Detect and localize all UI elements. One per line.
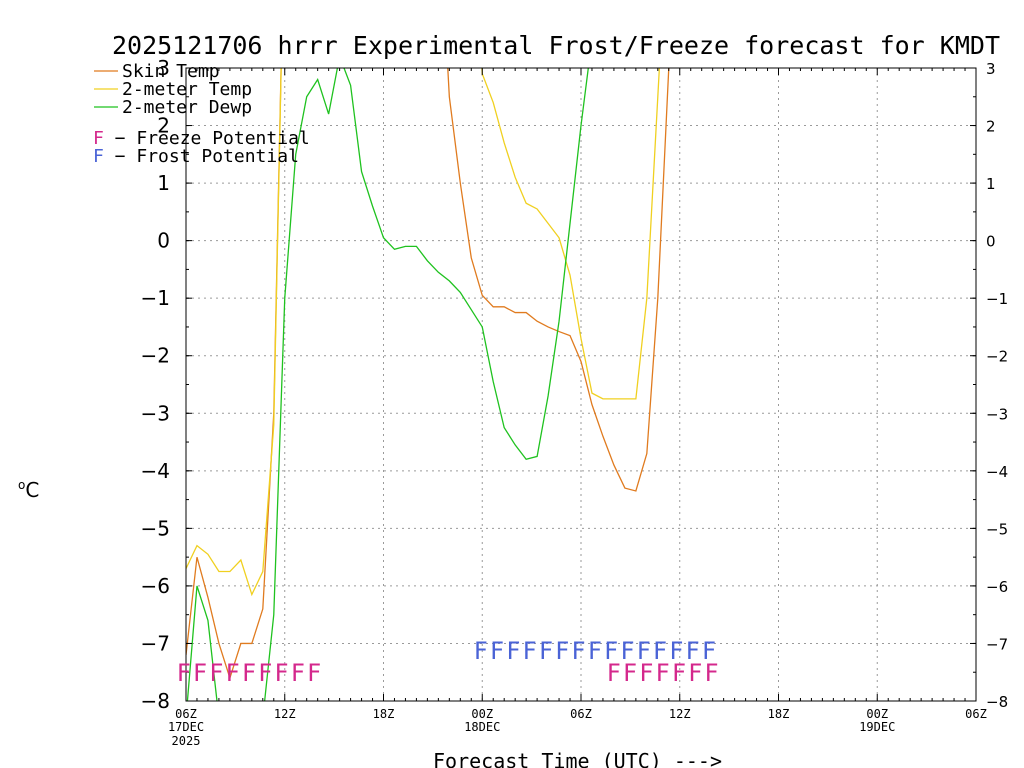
x-tick-date: 17DEC	[168, 720, 204, 734]
freeze-mark: F	[689, 659, 703, 687]
frost-mark: F	[621, 637, 635, 665]
y-tick-label-right: −5	[986, 520, 1008, 538]
frost-mark: F	[670, 637, 684, 665]
y-tick-label-right: 0	[986, 233, 996, 251]
frost-mark: F	[474, 637, 488, 665]
x-tick-label: 18Z	[768, 707, 790, 721]
x-tick-date: 19DEC	[859, 720, 895, 734]
y-tick-label-left: 0	[157, 229, 170, 253]
freeze-mark: F	[291, 659, 305, 687]
freeze-mark: F	[623, 659, 637, 687]
freeze-mark: F	[193, 659, 207, 687]
x-tick-label: 00Z	[471, 707, 493, 721]
x-tick-label: 18Z	[373, 707, 395, 721]
grid	[186, 68, 976, 701]
frost-mark: F	[523, 637, 537, 665]
freeze-mark: F	[307, 659, 321, 687]
x-tick-label: 06Z	[965, 707, 987, 721]
freeze-mark: F	[259, 659, 273, 687]
frost-mark: F	[702, 637, 716, 665]
y-tick-label-right: 1	[986, 175, 996, 193]
y-tick-label-right: −3	[986, 405, 1008, 423]
frost-mark: F	[556, 637, 570, 665]
frost-mark: F	[588, 637, 602, 665]
y-tick-label-right: −8	[986, 693, 1008, 711]
x-tick-label: 00Z	[866, 707, 888, 721]
y-tick-label-left: −1	[141, 286, 170, 310]
x-tick-date: 18DEC	[464, 720, 500, 734]
frost-mark: F	[686, 637, 700, 665]
axis-ticks: −8 −8 −7 −7 −6 −6 −5 −5 −4 −4 −3 −3 −2 −2 −1 −1 0 0 1 1 2 2 3 3…	[141, 56, 1009, 748]
y-tick-label-right: 3	[986, 60, 996, 78]
frost-mark: F	[653, 637, 667, 665]
y-tick-label-left: −7	[141, 631, 170, 655]
series-line-2-meter-temp	[186, 68, 661, 597]
freeze-mark: F	[640, 659, 654, 687]
plot-frame	[185, 67, 977, 702]
freeze-mark: F	[656, 659, 670, 687]
legend-label: 2-meter Temp	[122, 79, 252, 100]
y-tick-label-right: −4	[986, 463, 1008, 481]
freeze-mark: F	[275, 659, 289, 687]
frost-mark: F	[637, 637, 651, 665]
legend-label: 2-meter Dewp	[122, 97, 252, 118]
chart-title: 2025121706 hrrr Experimental Frost/Freez…	[112, 31, 1000, 60]
frost-mark: F	[539, 637, 553, 665]
x-axis-label: Forecast Time (UTC) --->	[433, 749, 722, 768]
x-tick-year: 2025	[172, 734, 201, 748]
y-tick-label-left: −3	[141, 401, 170, 425]
y-tick-label-right: −1	[986, 290, 1008, 308]
frost-mark: F	[604, 637, 618, 665]
y-tick-label-right: 2	[986, 118, 996, 136]
y-tick-label-left: −2	[141, 344, 170, 368]
freeze-mark: F	[672, 659, 686, 687]
series-line-2-meter-dewp	[186, 68, 589, 701]
y-axis-label: oC	[18, 478, 39, 502]
x-tick-label: 06Z	[175, 707, 197, 721]
potential-marks: F F F F F F F F FF F F F F F F F F F F F F F FF F F F F F F	[177, 637, 719, 687]
series-line-skin-temp	[186, 68, 670, 681]
frost-mark: F	[572, 637, 586, 665]
series-group	[186, 68, 670, 701]
x-tick-label: 12Z	[669, 707, 691, 721]
y-tick-label-left: 3	[157, 56, 170, 80]
freeze-mark: F	[705, 659, 719, 687]
freeze-mark: F	[177, 659, 191, 687]
legend-frost: F − Frost Potential	[93, 146, 299, 167]
y-tick-label-left: −8	[141, 689, 170, 713]
y-tick-label-left: −4	[141, 459, 170, 483]
y-tick-label-right: −2	[986, 348, 1008, 366]
freeze-mark: F	[242, 659, 256, 687]
legend-freeze: F − Freeze Potential	[93, 128, 310, 149]
y-tick-label-right: −7	[986, 635, 1008, 653]
y-tick-label-left: 2	[157, 114, 170, 138]
frost-mark: F	[490, 637, 504, 665]
y-tick-label-right: −6	[986, 578, 1008, 596]
y-tick-label-left: −6	[141, 574, 170, 598]
frost-mark: F	[507, 637, 521, 665]
x-tick-label: 06Z	[570, 707, 592, 721]
x-tick-label: 12Z	[274, 707, 296, 721]
freeze-mark: F	[210, 659, 224, 687]
y-tick-label-left: 1	[157, 171, 170, 195]
freeze-mark: F	[226, 659, 240, 687]
legend-label: Skin Temp	[122, 61, 220, 82]
y-tick-label-left: −5	[141, 516, 170, 540]
freeze-mark: F	[607, 659, 621, 687]
